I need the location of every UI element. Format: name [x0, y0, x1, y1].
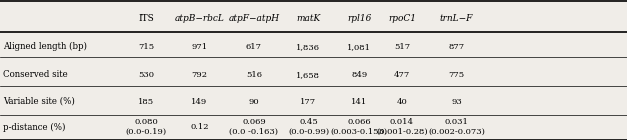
Text: 715: 715 [138, 43, 154, 51]
Text: 517: 517 [394, 43, 410, 51]
Text: 1,658: 1,658 [297, 71, 320, 79]
Text: atpB−rbcL: atpB−rbcL [174, 14, 224, 23]
Text: rpoC1: rpoC1 [388, 14, 416, 23]
Text: 877: 877 [448, 43, 465, 51]
Text: 185: 185 [138, 97, 154, 106]
Text: 617: 617 [246, 43, 262, 51]
Text: 792: 792 [191, 71, 208, 79]
Text: 0.45
(0.0-0.99): 0.45 (0.0-0.99) [288, 118, 329, 136]
Text: trnL−F: trnL−F [440, 14, 473, 23]
Text: Conserved site: Conserved site [3, 70, 68, 79]
Text: 0.080
(0.0-0.19): 0.080 (0.0-0.19) [125, 118, 167, 136]
Text: 93: 93 [451, 97, 462, 106]
Text: p-distance (%): p-distance (%) [3, 123, 66, 132]
Text: 0.031
(0.002-0.073): 0.031 (0.002-0.073) [428, 118, 485, 136]
Text: 1,081: 1,081 [347, 43, 371, 51]
Text: 0.014
(0.001-0.28): 0.014 (0.001-0.28) [376, 118, 428, 136]
Text: 775: 775 [448, 71, 465, 79]
Text: atpF−atpH: atpF−atpH [228, 14, 280, 23]
Text: 849: 849 [351, 71, 367, 79]
Text: 149: 149 [191, 97, 208, 106]
Text: 971: 971 [191, 43, 208, 51]
Text: matK: matK [297, 14, 320, 23]
Text: 40: 40 [396, 97, 408, 106]
Text: 477: 477 [394, 71, 410, 79]
Text: ITS: ITS [138, 14, 154, 23]
Text: 90: 90 [249, 97, 259, 106]
Text: Aligned length (bp): Aligned length (bp) [3, 42, 87, 52]
Text: 177: 177 [300, 97, 317, 106]
Text: 530: 530 [138, 71, 154, 79]
Text: rpl16: rpl16 [347, 14, 371, 23]
Text: 1,836: 1,836 [297, 43, 320, 51]
Text: 0.066
(0.003-0.153): 0.066 (0.003-0.153) [330, 118, 388, 136]
Text: 0.069
(0.0 -0.163): 0.069 (0.0 -0.163) [229, 118, 278, 136]
Text: 516: 516 [246, 71, 262, 79]
Text: 141: 141 [351, 97, 367, 106]
Text: 0.12: 0.12 [190, 123, 209, 131]
Text: Variable site (%): Variable site (%) [3, 97, 75, 106]
